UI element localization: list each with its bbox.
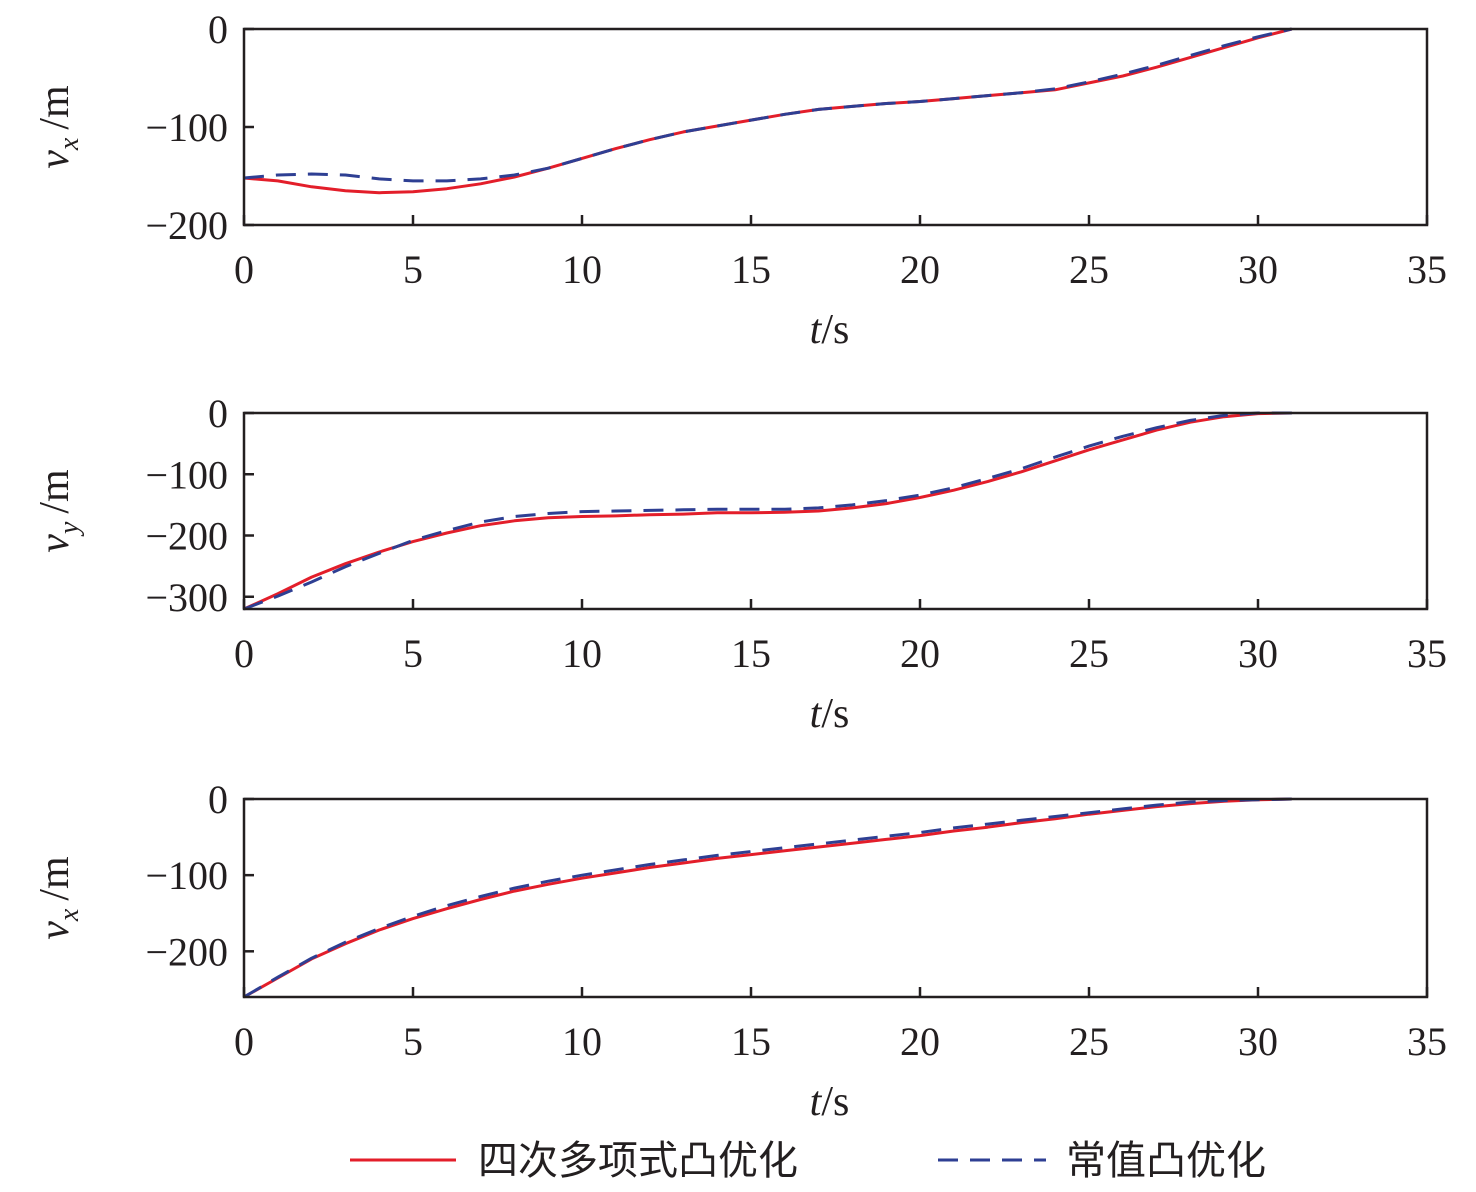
- series-constant-line-panel-2: [243, 411, 1292, 611]
- series-constant-line-panel-1: [243, 27, 1293, 183]
- legend: 四次多项式凸优化 常值凸优化: [350, 1138, 1266, 1184]
- x-tick-label: 15: [731, 631, 771, 676]
- series-quartic-line-panel-1: [243, 27, 1293, 195]
- y-axis-label: vx/m: [32, 856, 85, 940]
- legend-dashed-label: 常值凸优化: [1066, 1138, 1266, 1184]
- legend-solid-label: 四次多项式凸优化: [478, 1138, 798, 1184]
- x-tick-label: 20: [900, 247, 940, 292]
- x-tick-label: 25: [1069, 247, 1109, 292]
- x-tick-label: 10: [562, 1019, 602, 1064]
- y-axis-label: vy/m: [32, 469, 85, 553]
- x-tick-label: 0: [234, 631, 254, 676]
- x-tick-label: 5: [403, 247, 423, 292]
- chart-panels: 0 5 10 15 20 25 30 35 0 −100 −200 t/s vx/m 0 5 10 15 20 25…: [32, 7, 1447, 1125]
- plot-frame: [242, 27, 1429, 227]
- x-tick-label: 25: [1069, 1019, 1109, 1064]
- chart-panel-3: 0 5 10 15 20 25 30 35 0 −100 −200 t/s vx/m: [32, 777, 1447, 1125]
- x-tick-label: 35: [1407, 631, 1447, 676]
- y-tick-label: 0: [208, 391, 228, 436]
- series-quartic-line-panel-3: [243, 797, 1292, 999]
- y-axis-label: vx/m: [32, 85, 85, 169]
- x-tick-label: 20: [900, 1019, 940, 1064]
- x-tick-label: 0: [234, 1019, 254, 1064]
- y-tick-label: −200: [145, 203, 228, 248]
- y-tick-label: −100: [145, 452, 228, 497]
- plot-frame: [242, 411, 1429, 611]
- x-tick-label: 20: [900, 631, 940, 676]
- y-tick-label: −200: [145, 929, 228, 974]
- x-tick-label: 10: [562, 631, 602, 676]
- chart-panel-1: 0 5 10 15 20 25 30 35 0 −100 −200 t/s vx/m: [32, 7, 1447, 353]
- x-tick-label: 0: [234, 247, 254, 292]
- y-tick-label: 0: [208, 7, 228, 52]
- x-tick-label: 35: [1407, 247, 1447, 292]
- x-tick-label: 25: [1069, 631, 1109, 676]
- x-tick-label: 10: [562, 247, 602, 292]
- series-quartic-line-panel-2: [243, 411, 1292, 611]
- x-tick-label: 30: [1238, 247, 1278, 292]
- x-tick-label: 30: [1238, 631, 1278, 676]
- x-tick-label: 15: [731, 247, 771, 292]
- series-constant-line-panel-3: [243, 797, 1292, 999]
- x-tick-label: 30: [1238, 1019, 1278, 1064]
- chart-panel-2: 0 5 10 15 20 25 30 35 0 −100 −200 −300 t/s vy/m: [32, 391, 1447, 737]
- x-axis-label: t/s: [810, 307, 850, 353]
- x-tick-label: 5: [403, 631, 423, 676]
- y-tick-label: 0: [208, 777, 228, 822]
- y-tick-label: −200: [145, 514, 228, 559]
- x-axis-label: t/s: [810, 1079, 850, 1125]
- x-tick-label: 5: [403, 1019, 423, 1064]
- x-axis-label: t/s: [810, 691, 850, 737]
- x-tick-label: 35: [1407, 1019, 1447, 1064]
- x-tick-label: 15: [731, 1019, 771, 1064]
- plot-frame: [242, 797, 1429, 999]
- y-tick-label: −100: [145, 105, 228, 150]
- y-tick-label: −300: [145, 575, 228, 620]
- y-tick-label: −100: [145, 853, 228, 898]
